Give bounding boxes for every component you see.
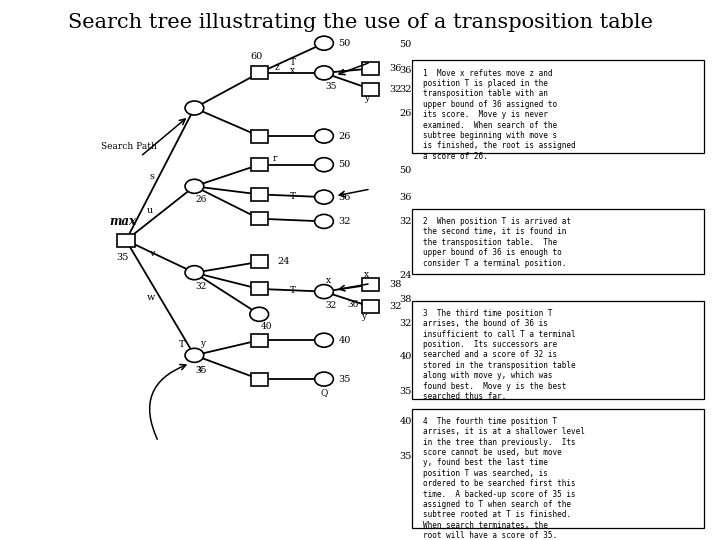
- Text: 60: 60: [250, 52, 263, 61]
- Text: 35: 35: [116, 253, 129, 262]
- Text: v: v: [150, 249, 155, 258]
- FancyBboxPatch shape: [412, 209, 704, 274]
- Text: T: T: [289, 286, 295, 295]
- Circle shape: [315, 36, 333, 50]
- Text: Search Path: Search Path: [101, 143, 157, 151]
- Bar: [362, 62, 379, 75]
- Text: 4  The fourth time position T
arrises, it is at a shallower level
in the tree th: 4 The fourth time position T arrises, it…: [423, 417, 585, 540]
- Text: 35: 35: [196, 366, 207, 375]
- Text: 24: 24: [400, 271, 412, 280]
- Bar: [362, 83, 379, 96]
- Circle shape: [315, 372, 333, 386]
- Text: 32: 32: [389, 85, 401, 93]
- Bar: [251, 334, 268, 347]
- Text: u: u: [148, 206, 153, 215]
- Text: w: w: [148, 293, 156, 302]
- Text: Search tree illustrating the use of a transposition table: Search tree illustrating the use of a tr…: [68, 14, 652, 32]
- Text: 38: 38: [389, 280, 401, 289]
- Text: y: y: [200, 340, 205, 348]
- Text: x: x: [198, 364, 203, 373]
- Text: 32: 32: [389, 302, 401, 311]
- Bar: [251, 130, 268, 143]
- Bar: [251, 373, 268, 386]
- Text: 50: 50: [338, 39, 351, 48]
- Circle shape: [315, 333, 333, 347]
- Text: 32: 32: [338, 217, 351, 226]
- Circle shape: [315, 190, 333, 204]
- Text: T: T: [289, 192, 295, 200]
- Bar: [251, 158, 268, 171]
- Text: 50: 50: [400, 166, 412, 174]
- Text: T: T: [289, 58, 295, 66]
- Text: 26: 26: [400, 109, 412, 118]
- Text: 32: 32: [400, 217, 412, 226]
- Text: 32: 32: [400, 320, 412, 328]
- Bar: [251, 255, 268, 268]
- Text: 32: 32: [400, 85, 412, 93]
- Bar: [117, 234, 135, 247]
- Text: 38: 38: [400, 295, 412, 304]
- Bar: [251, 282, 268, 295]
- Text: y: y: [364, 94, 369, 103]
- Text: x: x: [289, 66, 294, 75]
- Text: 35: 35: [325, 82, 337, 91]
- Circle shape: [315, 129, 333, 143]
- Bar: [362, 300, 379, 313]
- Bar: [251, 212, 268, 225]
- Circle shape: [315, 285, 333, 299]
- Text: 35: 35: [400, 387, 412, 396]
- Circle shape: [185, 348, 204, 362]
- Text: 36: 36: [347, 300, 359, 308]
- Circle shape: [185, 179, 204, 193]
- Text: 26: 26: [338, 132, 351, 140]
- Text: 50: 50: [400, 40, 412, 49]
- FancyBboxPatch shape: [412, 60, 704, 153]
- Text: 24: 24: [277, 258, 289, 266]
- Text: 40: 40: [261, 322, 272, 331]
- Text: 3  The third time position T
arrises, the bound of 36 is
insufficient to call T : 3 The third time position T arrises, the…: [423, 309, 575, 401]
- Text: 35: 35: [400, 452, 412, 461]
- Text: 40: 40: [400, 417, 412, 426]
- Bar: [251, 66, 268, 79]
- Text: 40: 40: [338, 336, 351, 345]
- Text: 26: 26: [196, 195, 207, 204]
- FancyBboxPatch shape: [412, 301, 704, 399]
- Text: T: T: [179, 340, 184, 349]
- Circle shape: [185, 101, 204, 115]
- Text: 36: 36: [400, 66, 412, 75]
- Text: 32: 32: [325, 301, 337, 309]
- FancyBboxPatch shape: [412, 409, 704, 528]
- Text: 36: 36: [389, 64, 401, 73]
- Text: 36: 36: [400, 193, 412, 201]
- Text: s: s: [150, 172, 154, 181]
- Text: 36: 36: [338, 193, 351, 201]
- Bar: [251, 188, 268, 201]
- Text: 32: 32: [196, 282, 207, 291]
- Text: x: x: [364, 271, 369, 279]
- Text: 35: 35: [338, 375, 351, 383]
- Text: Q: Q: [320, 388, 328, 397]
- Text: 50: 50: [338, 160, 351, 169]
- Text: 2  When position T is arrived at
the second time, it is found in
the transpositi: 2 When position T is arrived at the seco…: [423, 217, 571, 268]
- Bar: [362, 278, 379, 291]
- Text: y: y: [361, 312, 366, 321]
- Circle shape: [315, 214, 333, 228]
- Circle shape: [185, 266, 204, 280]
- Text: 1  Move x refutes move z and
position T is placed in the
transposition table wit: 1 Move x refutes move z and position T i…: [423, 69, 575, 161]
- Text: r: r: [272, 154, 276, 163]
- Circle shape: [315, 158, 333, 172]
- Circle shape: [250, 307, 269, 321]
- Text: max: max: [109, 215, 136, 228]
- Text: z: z: [275, 63, 280, 72]
- Text: x: x: [325, 276, 330, 285]
- Text: 40: 40: [400, 352, 412, 361]
- Circle shape: [315, 66, 333, 80]
